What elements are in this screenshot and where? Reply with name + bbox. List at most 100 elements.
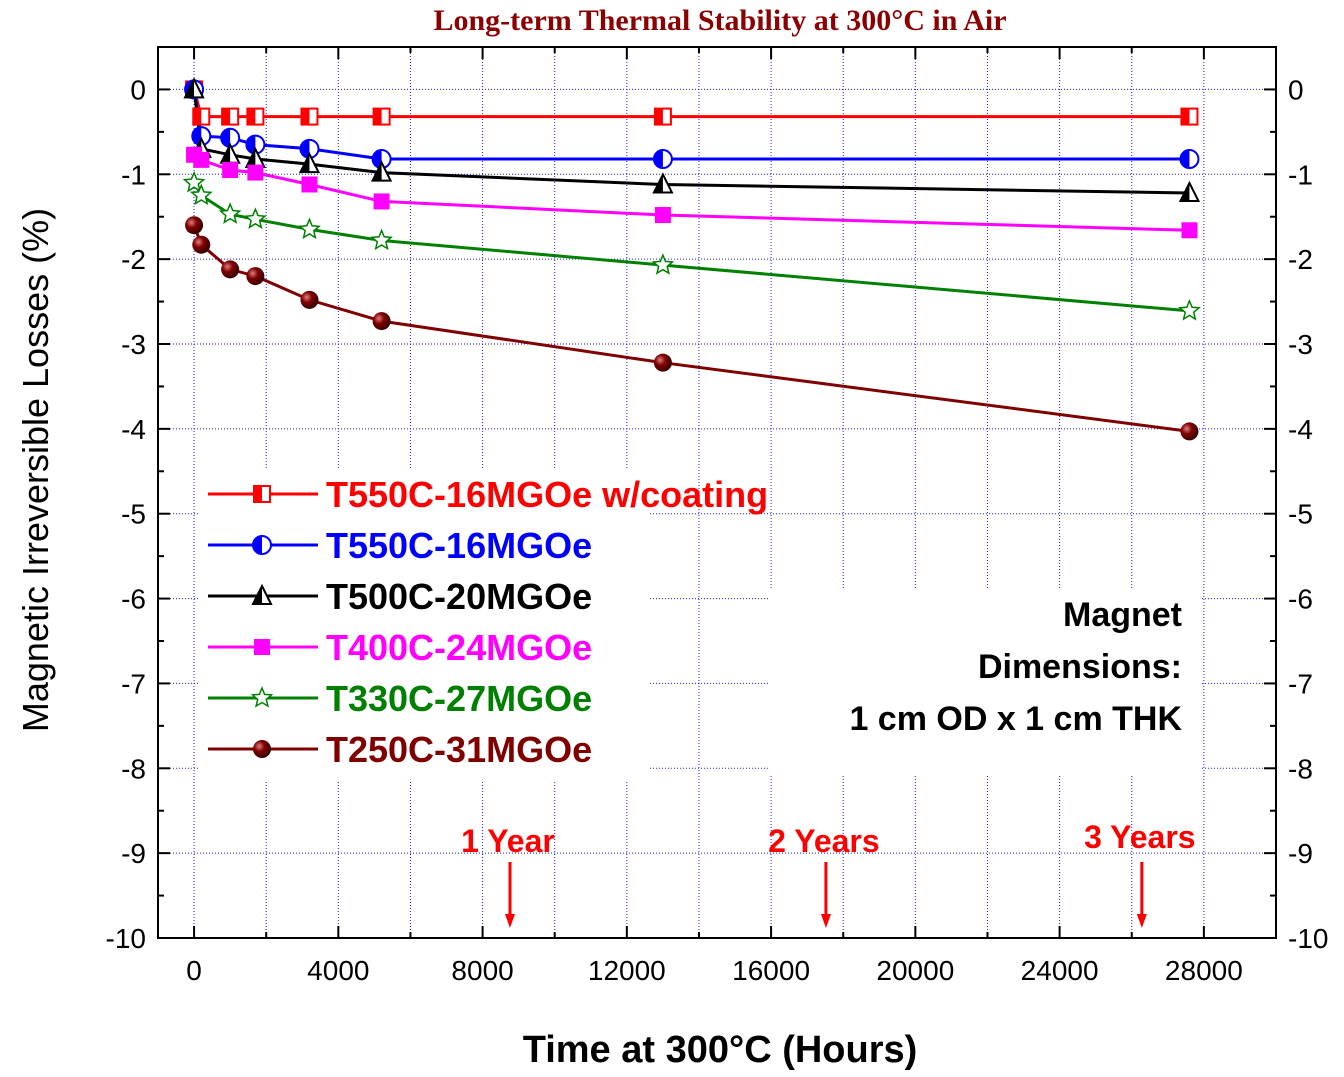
note-background — [768, 588, 1200, 776]
plot-frame — [157, 46, 1277, 939]
legend-background — [200, 468, 650, 780]
note-line: Magnet — [1063, 596, 1182, 634]
y-tick-label-left: -8 — [121, 753, 146, 784]
legend-swatch-marker — [253, 485, 271, 503]
y-tick-label-left: -2 — [121, 244, 146, 275]
legend-label: T550C-16MGOe w/coating — [326, 474, 768, 515]
chart-title: Long-term Thermal Stability at 300°C in … — [433, 4, 1006, 37]
data-point — [1178, 180, 1201, 202]
x-tick-label: 16000 — [732, 955, 810, 986]
data-point — [222, 162, 239, 179]
data-point — [182, 170, 206, 193]
legend: T550C-16MGOe w/coating T550C-16MGOe T500C-… — [200, 468, 768, 780]
legend-item: T550C-16MGOe — [208, 525, 592, 566]
data-point — [189, 183, 213, 206]
data-point — [193, 151, 210, 168]
legend-item: T500C-20MGOe — [208, 576, 592, 617]
data-point — [247, 164, 264, 181]
x-axis-label: Time at 300°C (Hours) — [523, 1029, 918, 1071]
series-lines — [192, 89, 1190, 433]
x-tick-label: 8000 — [451, 955, 513, 986]
x-tick-label: 0 — [186, 955, 202, 986]
legend-swatch-marker — [251, 583, 273, 605]
annotation-arrowhead — [820, 914, 831, 928]
data-point — [298, 217, 321, 240]
data-point — [221, 260, 240, 279]
data-point — [1179, 149, 1200, 170]
y-tick-label-right: -3 — [1288, 329, 1313, 360]
time-annotations: 1 Year 2 Years 3 Years — [461, 819, 1196, 928]
x-tick-label: 20000 — [876, 955, 954, 986]
note-line: 1 cm OD x 1 cm THK — [849, 700, 1182, 738]
y-tick-label-right: -6 — [1288, 584, 1313, 615]
y-tick-label-left: -9 — [121, 838, 146, 869]
data-point — [244, 207, 267, 229]
axis-ticks: 0 4000 8000 12000 16000 20000 24000 28000 0 0 -1 -1… — [106, 47, 1328, 986]
x-tick-label: 24000 — [1021, 955, 1099, 986]
y-tick-label-left: -4 — [121, 414, 146, 445]
y-axis-label: Magnetic Irreversible Losses (%) — [15, 208, 56, 732]
data-point — [300, 290, 319, 309]
data-point — [652, 172, 674, 194]
data-point — [372, 107, 391, 126]
series-line — [192, 89, 1190, 161]
note-line: Dimensions: — [978, 648, 1182, 686]
data-point — [183, 77, 205, 99]
legend-item: T330C-27MGOe — [208, 678, 592, 719]
y-tick-label-right: -7 — [1288, 668, 1313, 699]
annotation-arrowhead — [504, 914, 515, 928]
annotation-arrowhead — [1136, 914, 1147, 928]
annotation-label: 3 Years — [1084, 819, 1196, 855]
y-tick-label-right: -2 — [1288, 244, 1313, 275]
y-tick-label-left: -3 — [121, 329, 146, 360]
legend-swatch-marker — [253, 740, 271, 758]
data-point — [373, 193, 390, 210]
data-point — [221, 107, 240, 126]
data-point — [652, 149, 673, 170]
legend-swatch-marker — [254, 639, 270, 655]
legend-swatch-marker — [252, 535, 272, 555]
y-tick-label-right: -8 — [1288, 753, 1313, 784]
series-line — [192, 89, 1190, 195]
legend-item: T400C-24MGOe — [208, 627, 592, 668]
y-tick-label-right: 0 — [1288, 74, 1304, 105]
data-point — [192, 107, 211, 126]
x-tick-label: 28000 — [1165, 955, 1243, 986]
y-tick-label-left: -1 — [121, 159, 146, 190]
y-tick-label-right: -1 — [1288, 159, 1313, 190]
annotation-label: 1 Year — [461, 823, 555, 859]
data-point — [653, 107, 672, 126]
data-point — [371, 149, 392, 170]
legend-label: T250C-31MGOe — [326, 729, 592, 770]
y-tick-label-left: -10 — [106, 923, 146, 954]
y-tick-label-left: 0 — [130, 74, 146, 105]
series-line — [192, 182, 1190, 313]
legend-label: T400C-24MGOe — [326, 627, 592, 668]
data-point — [192, 235, 211, 254]
legend-label: T550C-16MGOe — [326, 525, 592, 566]
data-point — [370, 228, 393, 251]
series-line — [192, 224, 1190, 433]
series-line — [193, 153, 1190, 232]
data-point — [654, 207, 671, 224]
series-line — [192, 89, 1190, 119]
series-markers — [182, 77, 1201, 441]
y-tick-label-right: -4 — [1288, 414, 1313, 445]
x-tick-label: 4000 — [307, 955, 369, 986]
y-tick-label-left: -7 — [121, 668, 146, 699]
x-tick-label: 12000 — [588, 955, 666, 986]
data-point — [301, 176, 318, 193]
data-point — [1181, 222, 1198, 239]
data-point — [246, 107, 265, 126]
y-tick-label-right: -10 — [1288, 923, 1328, 954]
data-point — [246, 267, 265, 286]
data-point — [1178, 298, 1201, 321]
data-point — [1180, 422, 1199, 441]
data-point — [245, 134, 266, 155]
data-point — [370, 160, 393, 182]
legend-item: T550C-16MGOe w/coating — [208, 474, 768, 515]
data-point — [653, 353, 672, 372]
annotation-label: 2 Years — [768, 823, 880, 859]
data-point — [372, 312, 391, 331]
